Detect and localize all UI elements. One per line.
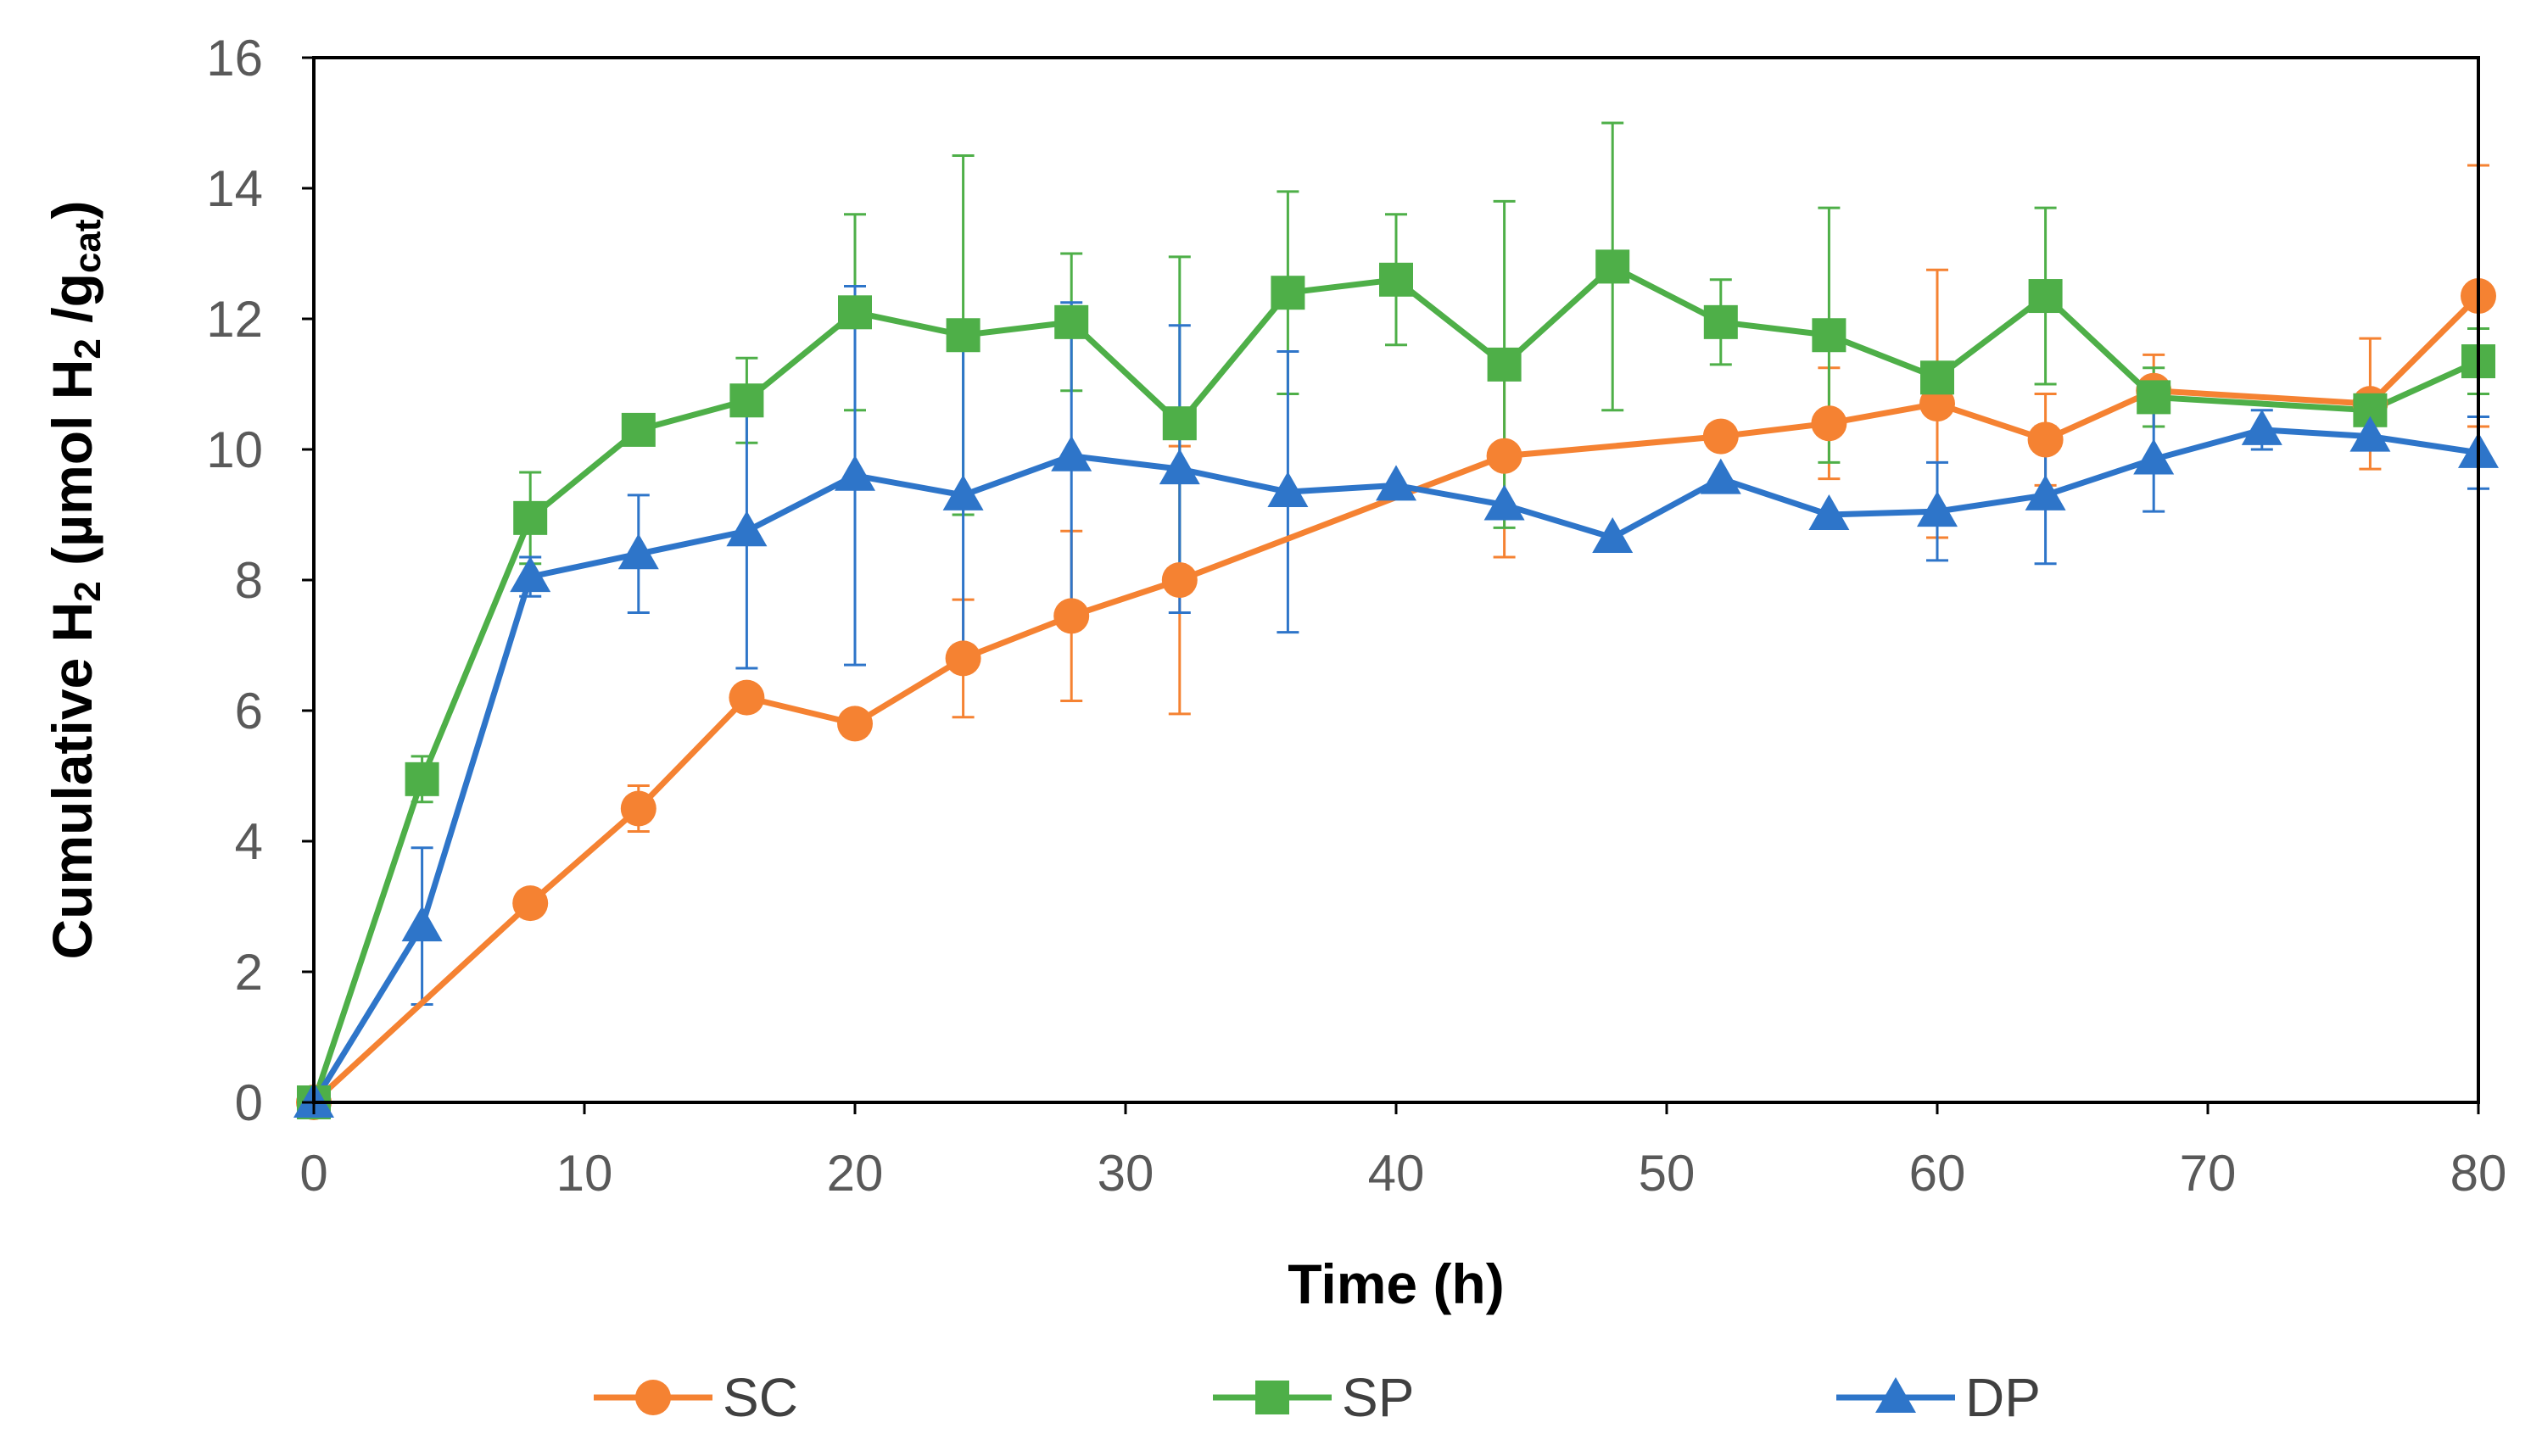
x-axis-title: Time (h) — [1288, 1252, 1504, 1315]
y-tick-label: 8 — [235, 552, 263, 609]
sp-data-point — [946, 318, 980, 353]
sp-data-point — [1379, 262, 1413, 297]
dp-data-point — [835, 455, 875, 491]
sp-data-point — [1920, 360, 1954, 395]
sp-data-point — [1812, 318, 1846, 353]
dp-data-point — [1051, 435, 1092, 471]
legend-sp-marker — [1255, 1381, 1289, 1414]
sp-data-point — [1271, 276, 1305, 310]
sc-data-point — [1486, 438, 1522, 474]
dp-data-point — [1483, 484, 1525, 521]
sc-data-point — [1702, 418, 1739, 455]
dp-data-point — [1376, 465, 1416, 501]
y-tick-label: 4 — [235, 813, 263, 870]
x-tick-label: 50 — [1639, 1145, 1696, 1202]
sp-series-line — [310, 263, 2480, 1104]
y-axis-title-part: /g — [41, 273, 103, 338]
sp-data-point — [2137, 380, 2171, 415]
sp-data-point — [729, 383, 764, 418]
x-tick-label: 60 — [1909, 1145, 1966, 1202]
y-axis-ticks: 0 2 4 6 8 10 12 14 16 — [206, 30, 314, 1131]
x-tick-label: 80 — [2450, 1145, 2507, 1202]
sc-data-point — [729, 679, 765, 716]
y-axis-title-part: Cumulative H — [41, 602, 103, 960]
series-markers — [293, 249, 2499, 1120]
legend: SC SP DP — [594, 1367, 2041, 1428]
sc-data-point — [2027, 421, 2064, 458]
sp-data-point — [513, 500, 548, 535]
y-tick-label: 0 — [235, 1074, 263, 1131]
x-axis-ticks: 0 10 20 30 40 50 60 70 80 — [299, 1102, 2506, 1202]
sc-data-point — [837, 706, 873, 742]
sp-data-point — [838, 295, 872, 330]
legend-dp-label: DP — [1965, 1367, 2041, 1428]
sc-data-point — [512, 885, 549, 922]
sp-data-point — [405, 761, 439, 796]
sp-data-point — [1487, 347, 1522, 382]
dp-data-point — [2133, 438, 2175, 475]
sp-data-point — [1162, 406, 1197, 441]
y-axis-title: Cumulative H2 (µmol H2 /gcat) — [41, 201, 109, 960]
dp-data-point — [1917, 491, 1958, 527]
x-tick-label: 40 — [1368, 1145, 1425, 1202]
sc-data-point — [1811, 405, 1847, 442]
sp-data-point — [2028, 279, 2063, 314]
dp-data-point — [1700, 458, 1741, 494]
dp-data-point — [2241, 409, 2282, 445]
dp-data-point — [1267, 471, 1309, 508]
dp-data-point — [1592, 516, 1634, 553]
dp-data-point — [726, 510, 768, 547]
sp-data-point — [1703, 304, 1738, 339]
y-axis-title-part: (µmol H — [41, 360, 103, 582]
sp-data-point — [621, 412, 656, 447]
sc-data-point — [1919, 386, 1955, 422]
y-tick-label: 12 — [206, 291, 263, 348]
legend-sc-label: SC — [723, 1367, 798, 1428]
y-axis-title-part: ) — [41, 201, 103, 220]
x-tick-label: 10 — [556, 1145, 613, 1202]
x-tick-label: 70 — [2180, 1145, 2237, 1202]
dp-data-point — [617, 533, 659, 570]
y-tick-label: 2 — [235, 944, 263, 1001]
sc-series-line — [311, 293, 2481, 1105]
dp-data-point — [942, 474, 984, 510]
dp-data-point — [2025, 474, 2066, 510]
sp-data-point — [1595, 249, 1630, 284]
x-tick-label: 0 — [299, 1145, 327, 1202]
sc-data-point — [1053, 598, 1090, 634]
y-axis-title-subscript: 2 — [67, 581, 109, 601]
y-axis-title-subscript: cat — [67, 219, 109, 273]
sp-data-point — [1054, 304, 1089, 339]
x-tick-label: 30 — [1098, 1145, 1154, 1202]
y-tick-label: 14 — [206, 160, 263, 217]
y-tick-label: 16 — [206, 30, 263, 86]
y-axis-title-subscript: 2 — [67, 338, 109, 359]
dp-data-point — [510, 556, 551, 593]
dp-data-point — [2349, 416, 2391, 452]
dp-data-point — [401, 906, 443, 942]
y-tick-label: 6 — [235, 683, 263, 739]
x-tick-label: 20 — [827, 1145, 884, 1202]
dp-data-point — [1159, 449, 1200, 485]
sc-data-point — [620, 790, 656, 827]
legend-dp-marker — [1875, 1377, 1916, 1413]
legend-sc-marker — [635, 1380, 671, 1415]
sc-data-point — [1161, 562, 1198, 598]
sc-data-point — [945, 640, 981, 677]
dp-data-point — [1808, 494, 1850, 530]
legend-sp-label: SP — [1342, 1367, 1414, 1428]
y-tick-label: 10 — [206, 421, 263, 478]
